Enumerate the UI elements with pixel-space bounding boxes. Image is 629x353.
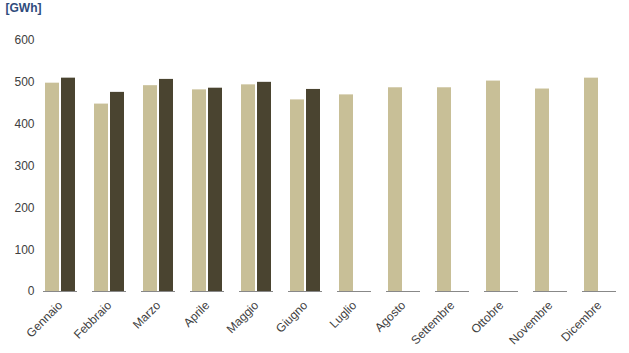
svg-text:Agosto: Agosto	[372, 298, 409, 335]
svg-text:200: 200	[14, 201, 34, 215]
svg-text:300: 300	[14, 159, 34, 173]
svg-text:Marzo: Marzo	[130, 298, 164, 332]
svg-text:Luglio: Luglio	[327, 298, 360, 331]
svg-text:Ottobre: Ottobre	[468, 298, 506, 336]
svg-text:Novembre: Novembre	[506, 298, 555, 347]
svg-text:0: 0	[28, 284, 35, 298]
svg-text:Gennaio: Gennaio	[23, 298, 65, 340]
svg-text:Dicembre: Dicembre	[558, 298, 604, 344]
svg-text:100: 100	[14, 243, 34, 257]
svg-text:Giugno: Giugno	[273, 298, 310, 335]
svg-text:600: 600	[14, 33, 34, 47]
svg-text:Settembre: Settembre	[408, 298, 457, 347]
svg-text:Aprile: Aprile	[181, 298, 213, 330]
svg-text:Febbraio: Febbraio	[71, 298, 115, 342]
svg-text:Maggio: Maggio	[224, 298, 262, 336]
svg-text:400: 400	[14, 117, 34, 131]
svg-text:500: 500	[14, 75, 34, 89]
svg-text:[GWh]: [GWh]	[6, 1, 42, 15]
